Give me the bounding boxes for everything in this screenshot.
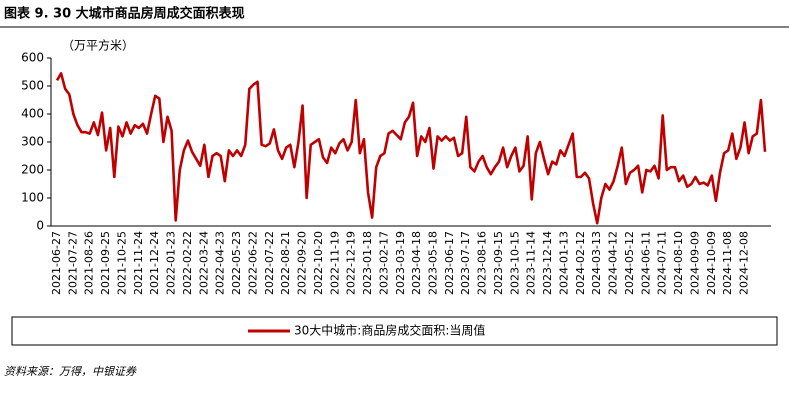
x-tick-label: 2024-04-12 [607,231,620,295]
x-tick-label: 2023-06-17 [443,231,456,295]
x-tick-label: 2023-09-15 [492,231,505,295]
x-tick-label: 2022-05-23 [230,231,243,295]
x-tick-label: 2023-03-19 [394,231,407,295]
y-tick-label: 0 [36,219,44,233]
x-tick-label: 2024-09-09 [688,231,701,295]
x-tick-label: 2023-08-16 [476,231,489,295]
x-tick-label: 2022-09-20 [296,231,309,295]
x-tick-label: 2021-12-24 [148,231,161,295]
x-tick-label: 2023-10-15 [508,231,521,295]
x-tick-label: 2024-03-13 [590,231,603,295]
x-tick-label: 2024-06-11 [639,231,652,295]
x-tick-label: 2021-09-25 [99,231,112,295]
legend-label: 30大中城市:商品房成交面积:当周值 [294,323,485,338]
x-tick-label: 2023-07-17 [459,231,472,295]
x-tick-label: 2024-02-12 [574,231,587,295]
x-tick-label: 2022-02-22 [181,231,194,295]
x-tick-label: 2022-12-19 [345,231,358,295]
data-line [55,72,767,225]
x-tick-label: 2024-10-09 [705,231,718,295]
x-tick-label: 2023-04-18 [410,231,423,295]
chart-title: 图表 9. 30 大城市商品房周成交面积表现 [4,6,245,22]
x-tick-label: 2021-08-26 [83,231,96,295]
x-tick-label: 2022-04-23 [214,231,227,295]
y-tick-label: 300 [21,135,44,149]
x-tick-label: 2024-07-11 [656,231,669,295]
x-tick-label: 2022-03-24 [197,231,210,295]
x-tick-label: 2024-05-12 [623,231,636,295]
x-tick-label: 2023-11-14 [525,231,538,295]
y-tick-label: 500 [21,79,44,93]
x-tick-label: 2024-12-08 [738,231,751,295]
x-tick-label: 2022-11-19 [328,231,341,295]
x-tick-label: 2022-06-22 [246,231,259,295]
source: 资料来源：万得，中银证券 [4,365,137,378]
y-axis-label: （万平方米） [62,38,134,53]
x-tick-label: 2022-10-20 [312,231,325,295]
x-tick-label: 2022-08-21 [279,231,292,295]
x-tick-label: 2021-11-24 [132,231,145,295]
x-tick-label: 2024-08-10 [672,231,685,295]
x-tick-label: 2021-07-27 [66,231,79,295]
y-tick-label: 400 [21,107,44,121]
x-tick-label: 2021-10-25 [115,231,128,295]
x-tick-label: 2023-01-18 [361,231,374,295]
x-tick-label: 2023-02-17 [377,231,390,295]
x-tick-label: 2022-01-23 [165,231,178,295]
x-tick-label: 2022-07-22 [263,231,276,295]
x-tick-label: 2023-12-14 [541,231,554,295]
y-tick-label: 100 [21,191,44,205]
legend-box [11,316,778,346]
x-tick-label: 2024-11-08 [721,231,734,295]
y-tick-label: 200 [21,163,44,177]
x-tick-label: 2021-06-27 [50,231,63,295]
y-tick-label: 600 [21,51,44,65]
x-tick-label: 2024-01-13 [557,231,570,295]
x-tick-label: 2023-05-18 [427,231,440,295]
